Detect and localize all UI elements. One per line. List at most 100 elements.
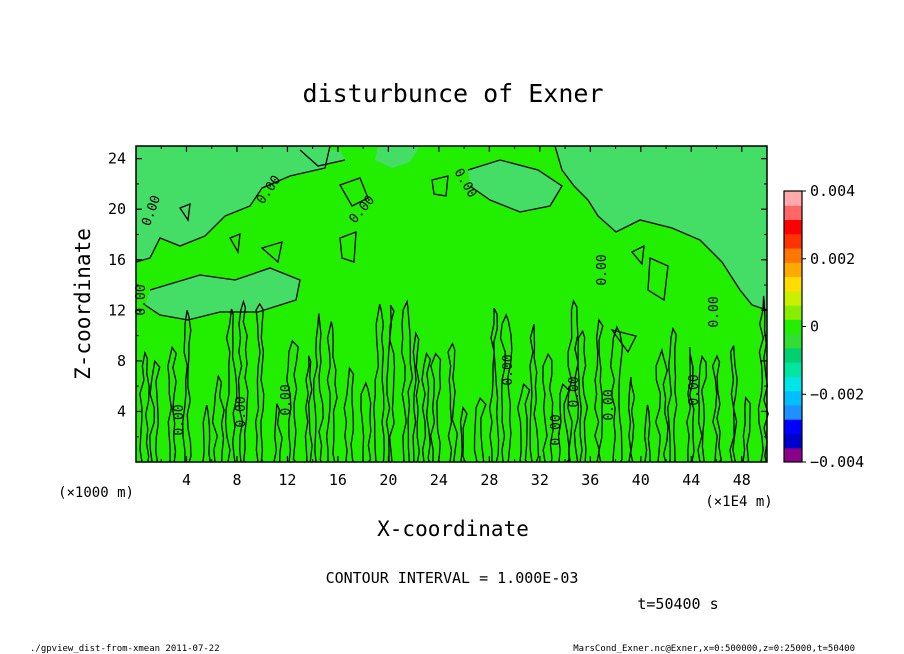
- x-axis-label: X-coordinate: [377, 517, 529, 541]
- light-region: [375, 146, 420, 168]
- contour-line: [473, 397, 487, 463]
- light-region: [555, 146, 767, 310]
- contour-line: [421, 351, 432, 463]
- y-tick-label: 16: [108, 251, 126, 269]
- x-tick-label: 16: [329, 471, 347, 489]
- contour-label: 0.00: [172, 404, 187, 435]
- contour-line: [542, 352, 554, 463]
- colorbar-tick-label: 0: [810, 318, 819, 336]
- y-tick-label: 20: [108, 200, 126, 218]
- contour-line: [594, 318, 604, 463]
- colorbar-swatch: [784, 191, 802, 206]
- contour-line: [567, 299, 580, 463]
- x-tick-label: 48: [733, 471, 751, 489]
- contour-label: 0.00: [234, 396, 249, 427]
- contour-line: [697, 354, 708, 463]
- contour-line: [229, 232, 241, 255]
- contour-line: [577, 329, 589, 463]
- contour-line: [360, 381, 372, 463]
- colorbar-swatch: [784, 233, 802, 249]
- footer-left: ./gpview_dist-from-xmean 2011-07-22: [30, 644, 220, 654]
- contour-line: [237, 299, 249, 463]
- contour-line: [144, 267, 301, 321]
- contour-line: [686, 347, 695, 463]
- contour-line: [135, 145, 331, 263]
- colorbar-swatch: [784, 205, 802, 221]
- contour-line: [499, 313, 513, 463]
- colorbar-swatch: [784, 404, 802, 420]
- x-tick-label: 4: [182, 471, 191, 489]
- colorbar-swatch: [784, 305, 802, 320]
- contour-line: [627, 376, 636, 463]
- contour-line: [373, 304, 385, 463]
- contour-line: [325, 321, 338, 463]
- x-axis: 4 8 12 16 20 24 28 32 36 40 44 48: [160, 146, 751, 489]
- contour-line: [467, 159, 563, 213]
- light-region: [136, 146, 330, 262]
- contour-line: [304, 355, 313, 463]
- plot-area: 0.000.000.000.000.000.000.000.00 0.00 0.00…: [134, 145, 769, 463]
- contour-line: [610, 328, 637, 354]
- contour-line: [299, 149, 346, 167]
- colorbar-swatch: [784, 262, 802, 278]
- contour-label: 0.00: [134, 284, 149, 315]
- colorbar-swatch: [784, 447, 802, 463]
- colorbar-swatch: [784, 248, 802, 263]
- x-tick-label: 40: [632, 471, 650, 489]
- contour-line: [260, 241, 283, 264]
- contour-line: [554, 145, 768, 311]
- x-tick-label: 24: [430, 471, 448, 489]
- contour-line: [412, 331, 420, 463]
- x-tick-label: 8: [232, 471, 241, 489]
- colorbar-swatch: [784, 319, 802, 335]
- colorbar-swatch: [784, 362, 802, 377]
- colorbar-swatch: [784, 376, 802, 392]
- contour-line: [711, 354, 722, 463]
- contour-line: [431, 175, 449, 197]
- colorbar-swatch: [784, 433, 802, 449]
- contour-line: [385, 304, 396, 463]
- y-tick-label: 8: [117, 352, 126, 370]
- plot-frame: [135, 145, 768, 463]
- contour-label: 0.00: [595, 254, 610, 285]
- contour-label: 0.00: [501, 354, 516, 385]
- x-tick-label: 36: [581, 471, 599, 489]
- y-axis-label: Z-coordinate: [71, 228, 95, 380]
- colorbar-swatch: [784, 390, 802, 406]
- colorbar-swatch: [784, 333, 802, 349]
- contour-line: [517, 382, 531, 463]
- contour-line: [139, 350, 150, 463]
- colorbar: [783, 190, 803, 463]
- contour-line: [312, 313, 324, 463]
- contour-line: [400, 299, 414, 463]
- contour-line: [343, 366, 355, 463]
- footer-right: MarsCond_Exner.nc@Exner,x=0:500000,z=0:2…: [573, 644, 855, 654]
- contour-line: [273, 403, 283, 463]
- colorbar-swatch: [784, 347, 802, 363]
- y-axis: 4 8 12 16 20 24: [108, 150, 767, 438]
- colorbar-swatch: [784, 276, 802, 292]
- time-text: t=50400 s: [637, 595, 718, 613]
- light-region: [468, 160, 562, 212]
- colorbar-swatch: [784, 290, 802, 306]
- colorbar-swatch: [784, 219, 802, 235]
- colorbar-tick-labels: 0.004 0.002 0 −0.002 −0.004: [802, 182, 864, 471]
- contour-line: [202, 405, 211, 463]
- x-tick-label: 32: [531, 471, 549, 489]
- colorbar-swatch: [784, 419, 802, 434]
- x-unit-label: (×1E4 m): [705, 494, 772, 510]
- contour-line: [339, 231, 357, 263]
- y-unit-label: (×1000 m): [58, 485, 134, 501]
- colorbar-tick-label: 0.002: [810, 250, 855, 268]
- contour-line: [729, 345, 738, 463]
- contour-line: [655, 348, 669, 463]
- contour-label: 0.00: [549, 414, 564, 445]
- contour-line: [667, 326, 678, 463]
- chart-title: disturbunce of Exner: [302, 79, 603, 108]
- contour-line: [609, 325, 624, 463]
- contour-label: 0.00: [602, 389, 617, 420]
- contour-line: [211, 374, 225, 463]
- contour-line: [167, 345, 178, 463]
- contour-line: [459, 406, 468, 463]
